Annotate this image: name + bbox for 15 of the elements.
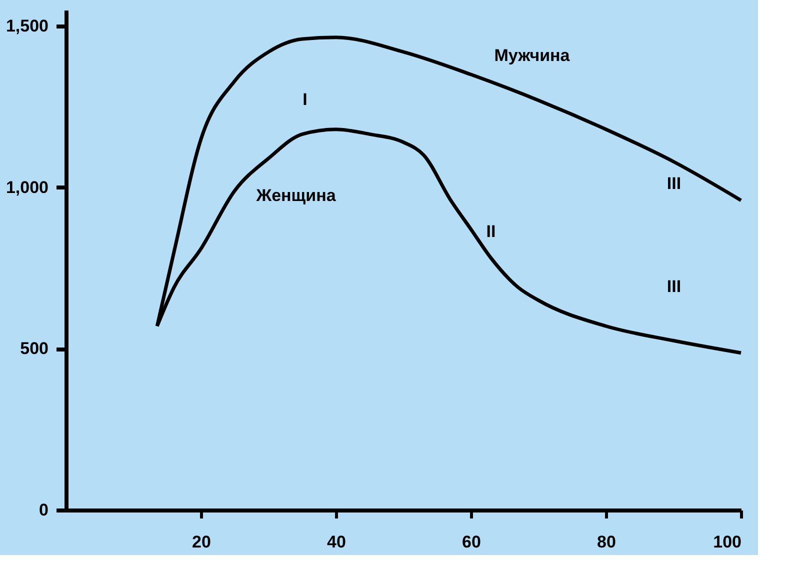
annotation: I <box>302 90 308 109</box>
annotation: III <box>666 174 682 193</box>
x-tick-label: 60 <box>462 532 481 552</box>
annotation: II <box>486 222 496 241</box>
y-tick-label: 0 <box>39 500 48 520</box>
series-label: Мужчина <box>494 46 570 65</box>
x-tick-label: 100 <box>713 532 742 552</box>
y-tick-label: 1,000 <box>6 178 48 197</box>
y-tick-label: 500 <box>20 339 48 358</box>
x-tick-label: 80 <box>597 532 616 552</box>
series-label: Женщина <box>255 186 336 205</box>
x-tick-label: 20 <box>192 532 211 552</box>
y-tick-label: 1,500 <box>6 16 48 36</box>
annotation: III <box>666 277 682 296</box>
x-tick-label: 40 <box>327 532 346 552</box>
